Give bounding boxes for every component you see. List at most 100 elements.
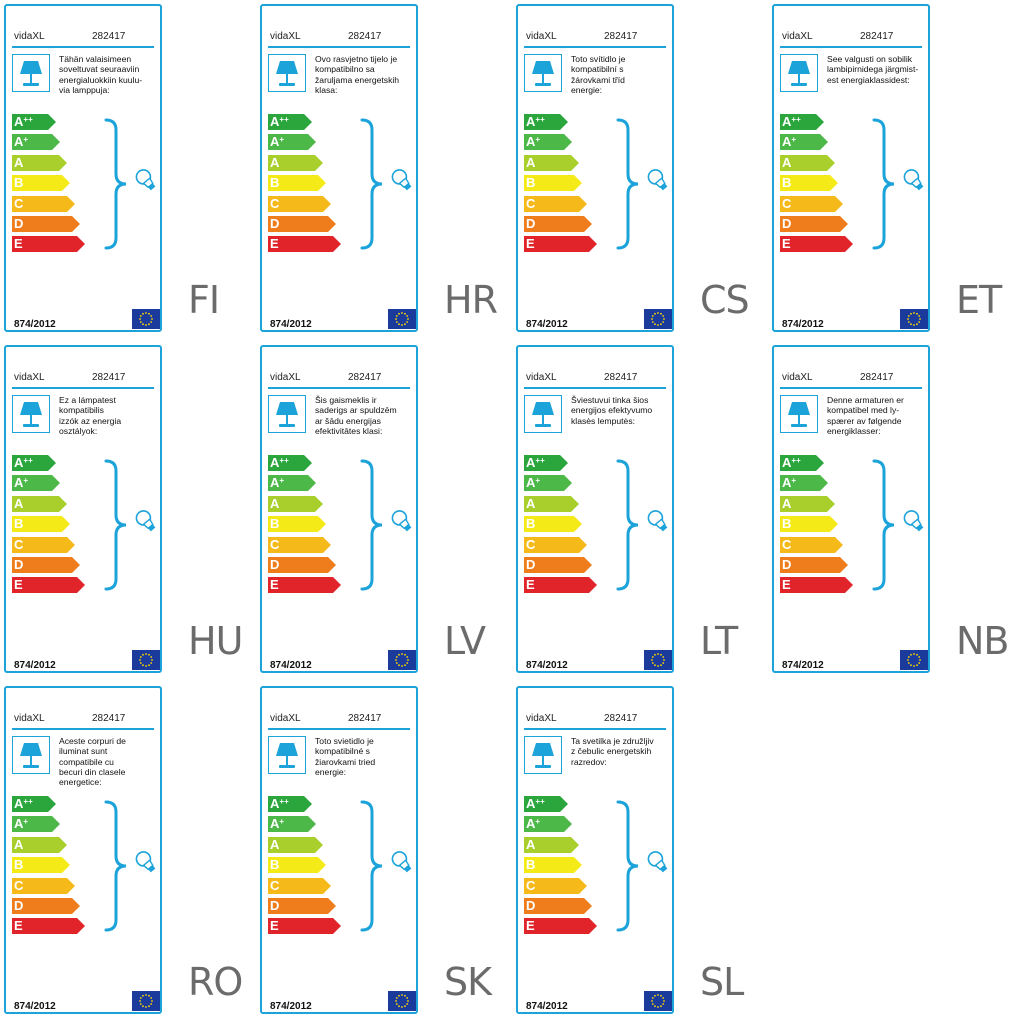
energy-class-superscript: + <box>535 135 541 145</box>
energy-class-arrow <box>12 898 80 914</box>
language-code: NB <box>956 619 1009 663</box>
energy-class-bar: E <box>524 918 597 935</box>
brand-name: vidaXL <box>14 31 45 42</box>
energy-class-bar: C <box>268 195 331 212</box>
energy-class-arrow <box>780 495 835 512</box>
compatibility-text-line: Ez a lámpatest <box>59 395 116 405</box>
energy-class-bar: E <box>268 236 341 253</box>
energy-class-letter-main: E <box>782 236 791 252</box>
compatibility-text-line: Toto svítidlo je <box>571 54 626 64</box>
energy-class-bar: A+ <box>12 134 60 151</box>
energy-class-letter-main: A <box>14 154 24 170</box>
energy-label-card: vidaXL 282417 Toto svítidlo je kompatibilní… <box>516 4 674 332</box>
energy-class-bar: A <box>524 495 579 512</box>
language-code: SK <box>444 960 492 1004</box>
energy-class-superscript: + <box>791 476 797 486</box>
energy-class-arrow <box>524 154 579 171</box>
model-number: 282417 <box>348 31 382 42</box>
energy-class-bar: A+ <box>524 134 572 151</box>
eu-flag-icon <box>388 309 416 329</box>
energy-class-arrow <box>12 796 56 812</box>
energy-label-cell: vidaXL 282417 Tähän valaisimeen soveltuvat … <box>0 0 256 341</box>
header-divider <box>12 387 154 389</box>
energy-class-arrow <box>268 816 316 833</box>
compatibility-text-line: energiklasser: <box>827 425 881 436</box>
energy-class-bar: A <box>12 836 67 853</box>
energy-class-letter: A+ <box>14 816 28 832</box>
eu-flag-icon <box>388 991 416 1011</box>
header-divider <box>780 387 922 389</box>
energy-class-letter: E <box>14 918 23 934</box>
language-code: FI <box>188 278 220 322</box>
energy-class-superscript: ++ <box>535 115 545 124</box>
compatibility-text-line: izzók az energia <box>59 415 122 426</box>
energy-class-letter: D <box>270 898 279 914</box>
energy-class-letter-main: D <box>14 898 24 913</box>
energy-class-letter-main: C <box>14 877 24 893</box>
brand-name: vidaXL <box>782 372 813 383</box>
energy-class-superscript: + <box>279 476 285 486</box>
energy-class-bar: D <box>780 557 848 573</box>
eu-flag-icon <box>388 650 416 670</box>
energy-class-letter: E <box>526 577 535 593</box>
energy-class-bar: B <box>780 175 838 192</box>
energy-class-bar: E <box>524 236 597 253</box>
energy-class-bar: E <box>12 236 85 253</box>
energy-class-superscript: ++ <box>535 797 545 806</box>
language-code: SL <box>700 960 744 1004</box>
energy-label-cell: vidaXL 282417 Ta svetilka je združljiv z če… <box>512 682 768 1023</box>
energy-class-bar: E <box>12 918 85 935</box>
table-lamp-icon <box>780 395 818 433</box>
energy-class-letter-main: D <box>526 216 536 231</box>
energy-class-letter: A+ <box>270 475 284 491</box>
energy-class-bar: A+ <box>524 475 572 492</box>
brand-name: vidaXL <box>14 713 45 724</box>
energy-class-letter: A <box>270 496 279 512</box>
energy-class-letter: A+ <box>270 134 284 150</box>
energy-class-letter-main: A <box>270 816 280 832</box>
energy-class-arrow <box>780 455 824 471</box>
energy-class-letter: A <box>526 496 535 512</box>
energy-class-bar: D <box>268 216 336 232</box>
energy-class-bar: C <box>12 877 75 894</box>
eu-flag-icon <box>900 650 928 670</box>
compatibility-text-line: lambipirnidega järgmist- <box>827 64 919 75</box>
energy-class-letter: C <box>14 878 23 894</box>
header-divider <box>780 46 922 48</box>
energy-class-letter-main: E <box>270 577 279 593</box>
energy-class-bar: C <box>12 195 75 212</box>
compatibility-text-line: žárovkami tříd <box>571 74 625 85</box>
energy-class-letter-main: E <box>270 918 279 934</box>
table-lamp-icon <box>780 54 818 92</box>
energy-class-letter: B <box>14 175 23 191</box>
energy-class-bar: D <box>524 898 592 914</box>
energy-class-letter: E <box>270 236 279 252</box>
regulation-number: 874/2012 <box>782 319 824 330</box>
energy-class-letter: C <box>526 537 535 553</box>
energy-class-bar: D <box>12 557 80 573</box>
energy-class-arrow <box>780 154 835 171</box>
light-bulb-icon <box>644 507 672 540</box>
compatibility-text-line: compatibile cu <box>59 756 114 767</box>
energy-class-superscript: ++ <box>279 456 289 465</box>
compatibility-text-line: Denne armaturen er <box>827 395 904 405</box>
table-lamp-icon <box>524 54 562 92</box>
compatibility-text: Toto svítidlo je kompatibilní s žárovkami … <box>571 54 674 95</box>
energy-class-bar: A+ <box>268 475 316 492</box>
energy-class-arrow <box>12 216 80 232</box>
energy-class-arrow <box>12 236 85 253</box>
energy-class-arrow <box>12 154 67 171</box>
energy-class-letter-main: B <box>14 175 24 191</box>
energy-class-letter: A+ <box>526 475 540 491</box>
energy-class-letter-main: A <box>782 134 792 150</box>
energy-class-letter: C <box>782 196 791 212</box>
light-bulb-icon <box>388 507 416 540</box>
model-number: 282417 <box>604 31 638 42</box>
energy-class-letter-main: D <box>782 557 792 572</box>
energy-class-letter: A <box>526 155 535 171</box>
energy-class-arrow <box>780 577 853 594</box>
energy-class-bar: E <box>780 577 853 594</box>
energy-class-letter-main: B <box>526 516 536 532</box>
energy-class-superscript: ++ <box>791 456 801 465</box>
